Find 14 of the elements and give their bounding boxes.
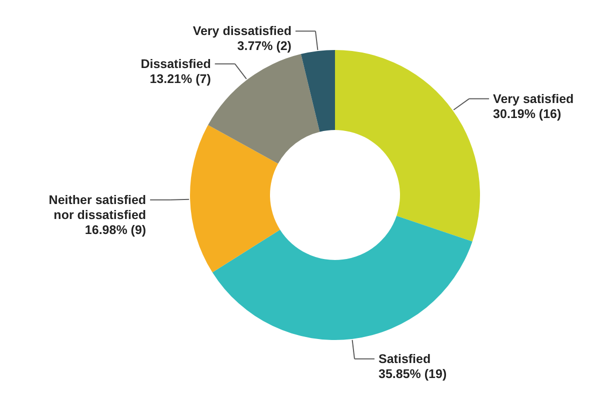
slice-label: Neither satisfied nor dissatisfied — [48, 192, 146, 222]
data-label: 35.85% (19) — [378, 366, 447, 381]
donut-slice — [300, 50, 335, 132]
data-label: 3.77% (2) — [237, 39, 292, 54]
slice-label: Very satisfied — [493, 92, 574, 106]
donut-slice — [190, 124, 280, 272]
slice-label: Dissatisfied — [140, 56, 211, 71]
donut-slice — [335, 50, 480, 242]
data-label: 30.19% (16) — [493, 106, 562, 121]
donut-slice — [212, 216, 472, 340]
slice-label: Very dissatisfied — [192, 24, 292, 38]
slice-label: Satisfied — [378, 352, 431, 366]
data-label: 16.98% (9) — [84, 222, 146, 237]
data-label: 13.21% (7) — [150, 72, 211, 86]
